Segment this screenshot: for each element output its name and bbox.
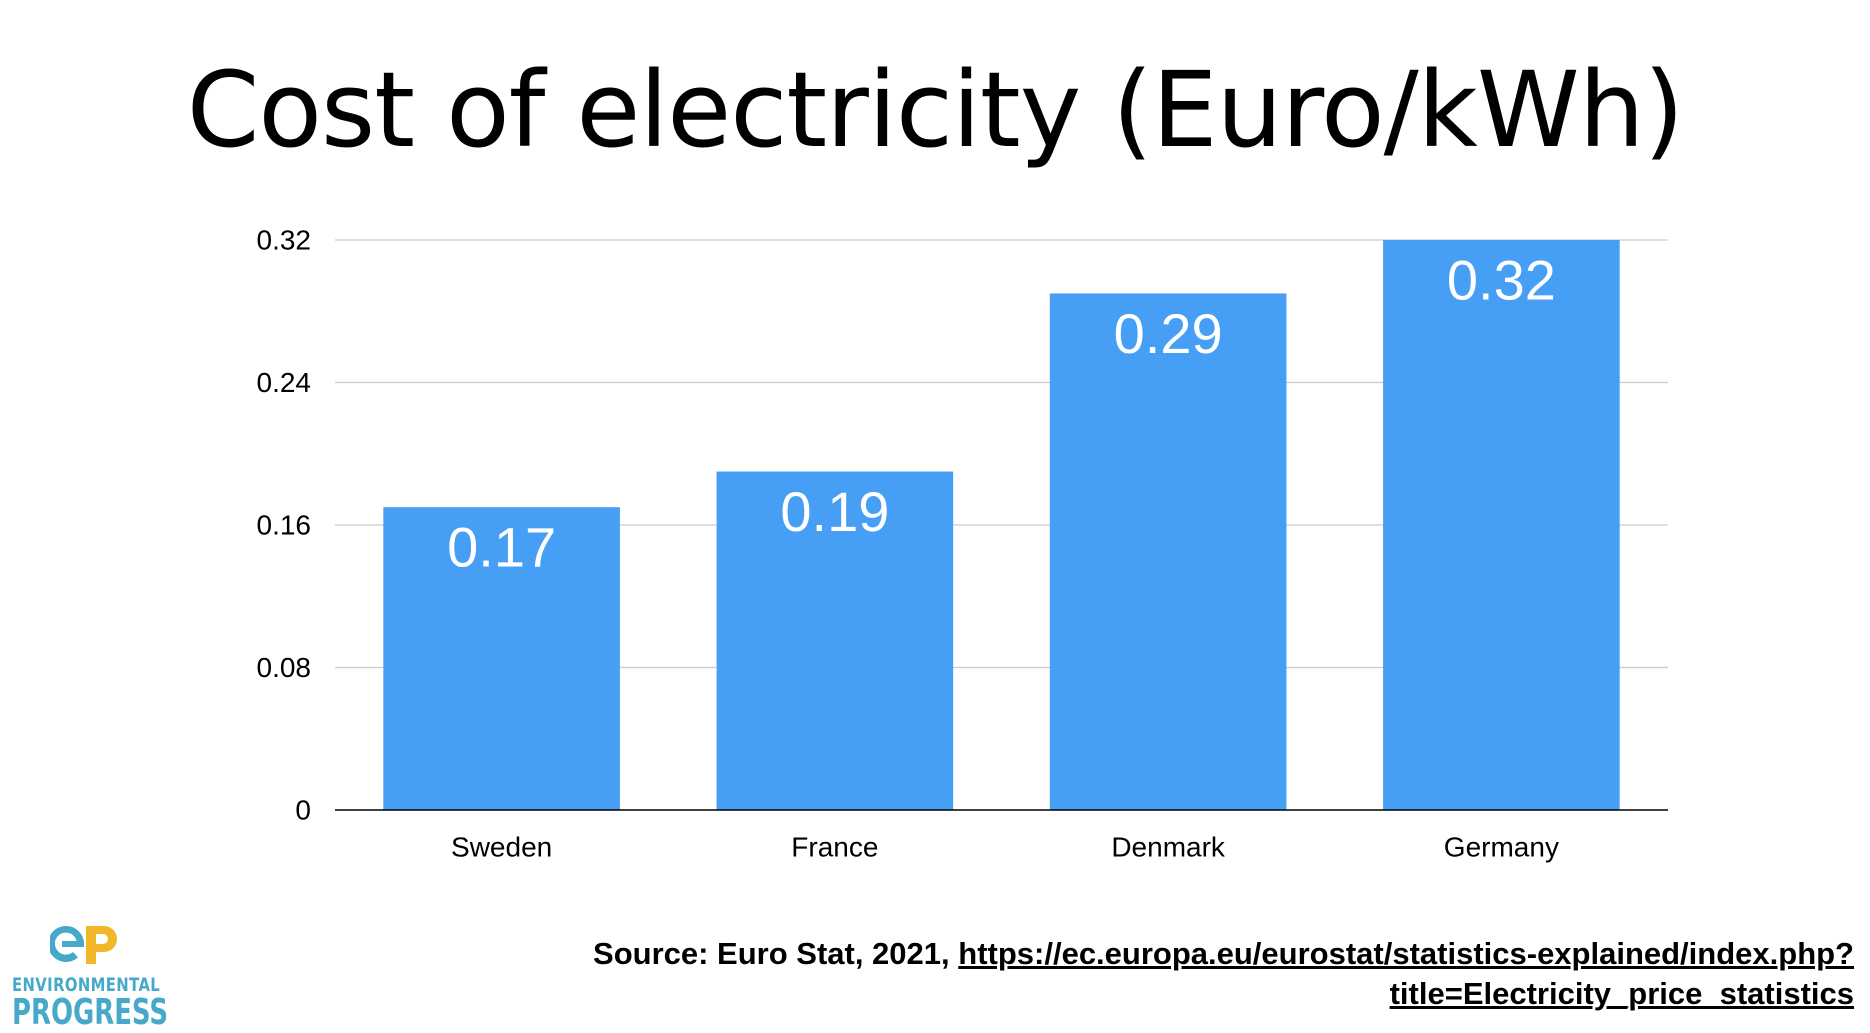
- y-tick-label: 0.32: [257, 225, 312, 256]
- y-tick-label: 0.16: [257, 510, 312, 541]
- x-tick-label: Germany: [1444, 832, 1559, 863]
- x-tick-label: France: [791, 832, 878, 863]
- x-tick-label: Sweden: [451, 832, 552, 863]
- source-line-1: Source: Euro Stat, 2021, https://ec.euro…: [593, 934, 1854, 974]
- data-label: 0.17: [447, 516, 556, 579]
- bar-france: [716, 471, 954, 810]
- bar-sweden: [383, 507, 620, 810]
- data-label: 0.32: [1447, 249, 1556, 312]
- y-tick-label: 0.24: [257, 367, 312, 398]
- environmental-progress-logo: ENVIRONMENTAL PROGRESS: [6, 918, 176, 1033]
- chart-title: Cost of electricity (Euro/kWh): [186, 49, 1684, 171]
- ep-logo-icon: [50, 925, 117, 964]
- data-label: 0.29: [1114, 302, 1223, 365]
- y-tick-label: 0: [295, 795, 311, 826]
- data-label: 0.19: [780, 480, 889, 543]
- bar-denmark: [1049, 293, 1287, 810]
- logo-text-line1: ENVIRONMENTAL: [12, 974, 161, 996]
- y-axis-tick-labels: 0 0.08 0.16 0.24 0.32: [257, 225, 312, 826]
- x-axis-tick-labels: Sweden France Denmark Germany: [451, 832, 1559, 863]
- y-tick-label: 0.08: [257, 652, 312, 683]
- source-citation: Source: Euro Stat, 2021, https://ec.euro…: [593, 934, 1854, 1014]
- x-tick-label: Denmark: [1111, 832, 1226, 863]
- bar-chart: 0 0.08 0.16 0.24 0.32 0.17 0.19 0.29 0.32 Swede…: [257, 225, 1668, 863]
- source-link-part2[interactable]: title=Electricity_price_statistics: [1389, 976, 1854, 1011]
- bars: 0.17 0.19 0.29 0.32: [383, 240, 1620, 810]
- source-line-2: title=Electricity_price_statistics: [593, 974, 1854, 1014]
- source-prefix: Source: Euro Stat, 2021,: [593, 936, 950, 971]
- source-link-part1[interactable]: https://ec.europa.eu/eurostat/statistics…: [958, 936, 1854, 971]
- logo-text-line2: PROGRESS: [12, 992, 169, 1033]
- bar-germany: [1383, 240, 1620, 810]
